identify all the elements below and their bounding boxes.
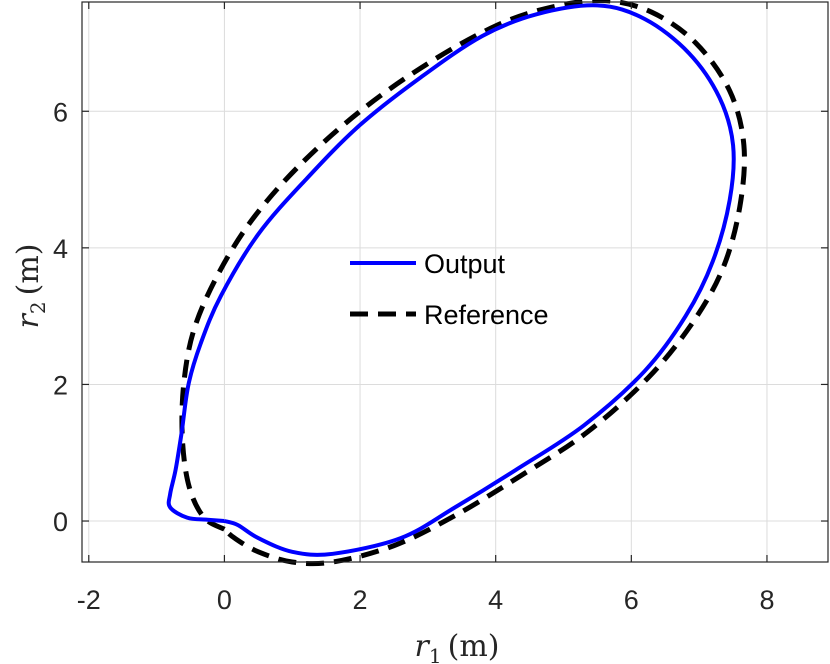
x-tick-label: -2 <box>77 585 101 615</box>
series-line-reference <box>179 0 747 567</box>
x-tick-label: 4 <box>488 585 503 615</box>
y-axis-unit: (m) <box>11 244 46 296</box>
x-tick-label: 8 <box>759 585 774 615</box>
y-tick-label: 0 <box>53 507 68 537</box>
x-axis-subscript: 1 <box>429 644 442 664</box>
x-axis-label: r1 (m) <box>415 629 500 664</box>
legend-label-output: Output <box>424 249 506 279</box>
y-axis-symbol: r <box>11 312 46 328</box>
y-axis-label: r2 (m) <box>11 244 50 329</box>
series-layer <box>166 0 747 567</box>
x-axis-symbol: r <box>415 629 431 664</box>
y-axis-subscript: 2 <box>26 301 50 314</box>
x-axis-unit: (m) <box>448 629 500 664</box>
series-line-output <box>166 3 736 557</box>
x-tick-label: 6 <box>624 585 639 615</box>
plot-area-frame <box>81 1 829 563</box>
legend-label-reference: Reference <box>424 300 549 330</box>
y-tick-label: 2 <box>53 370 68 400</box>
tick-layer: -2 0 2 4 6 8 0 2 4 6 <box>53 2 828 615</box>
y-tick-label: 6 <box>53 97 68 127</box>
legend: Output Reference <box>350 249 549 330</box>
x-tick-label: 2 <box>353 585 368 615</box>
x-tick-label: 0 <box>217 585 232 615</box>
y-tick-label: 4 <box>53 234 68 264</box>
